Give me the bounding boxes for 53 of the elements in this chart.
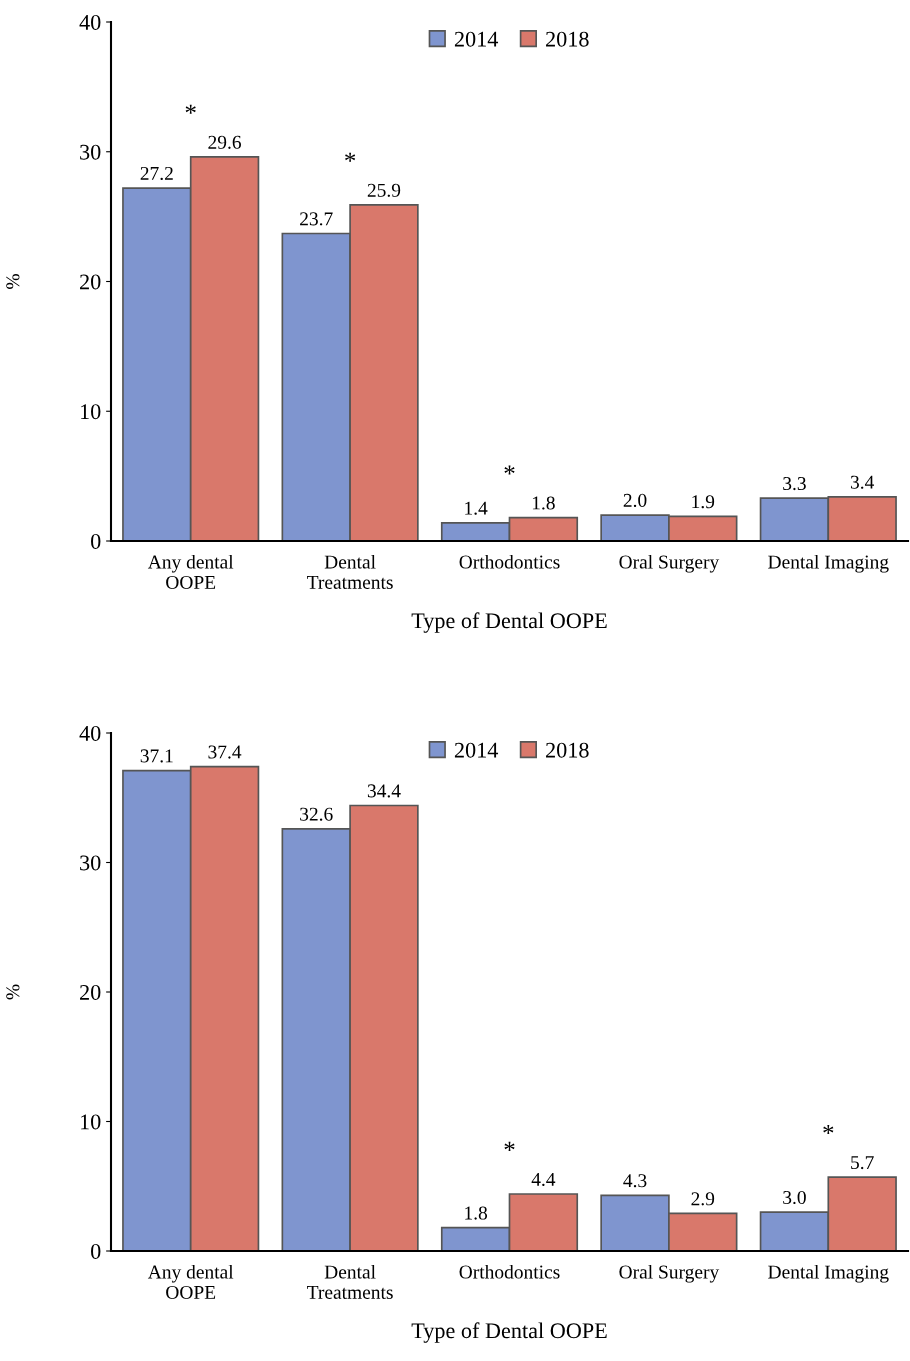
x-tick-label: Orthodontics: [459, 1264, 560, 1279]
legend-label: 2018: [546, 742, 589, 758]
data-label: 27.2: [140, 166, 173, 181]
annotation: *: [185, 104, 196, 114]
y-tick-label: 30: [80, 144, 101, 160]
data-label: 29.6: [208, 135, 242, 149]
data-label: 34.4: [367, 784, 401, 798]
y-tick-label: 10: [81, 404, 101, 420]
y-tick-label: 0: [91, 1243, 101, 1259]
y-tick-label: 40: [79, 725, 101, 741]
data-label: 4.3: [623, 1174, 647, 1188]
data-label: 1.9: [692, 495, 715, 509]
y-tick-label: 20: [80, 984, 101, 1000]
data-label: 2.0: [623, 493, 647, 508]
annotation: *: [504, 1141, 515, 1151]
x-tick-label: Oral Surgery: [619, 554, 720, 573]
data-label: 2.9: [691, 1192, 715, 1206]
data-label: 3.4: [850, 475, 875, 489]
legend-label: 2018: [546, 31, 589, 47]
x-tick-label: Dental Imaging: [768, 1264, 889, 1283]
y-tick-label: 20: [80, 274, 101, 290]
y-tick-label: 30: [80, 855, 101, 871]
data-label: 1.8: [465, 1206, 488, 1220]
data-label: 25.9: [367, 183, 401, 197]
y-tick-label: 40: [79, 14, 101, 30]
data-label: 1.4: [465, 501, 488, 515]
data-label: 32.6: [300, 807, 333, 821]
data-label: 5.7: [851, 1156, 874, 1170]
x-axis-title: Type of Dental OOPE: [411, 1322, 607, 1343]
y-tick-label: 10: [81, 1114, 101, 1130]
data-label: 37.1: [140, 749, 173, 763]
legend-label: 2014: [454, 31, 499, 47]
annotation: *: [504, 465, 515, 475]
data-label: 1.8: [532, 496, 555, 510]
y-axis-title: %: [6, 274, 20, 289]
annotation: *: [823, 1124, 834, 1135]
x-tick-label: Oral Surgery: [619, 1264, 720, 1283]
y-tick-label: 0: [91, 533, 101, 549]
x-tick-label: Dental Treatments: [307, 1264, 393, 1299]
y-axis-title: %: [6, 984, 20, 1000]
x-tick-label: Any dental OOPE: [147, 554, 234, 589]
data-label: 23.7: [300, 212, 333, 226]
data-label: 4.4: [531, 1172, 556, 1186]
data-label: 37.4: [208, 745, 242, 759]
annotation: *: [345, 152, 356, 162]
x-tick-label: Orthodontics: [459, 554, 560, 569]
x-tick-label: Dental Treatments: [307, 554, 393, 589]
x-tick-label: Any dental OOPE: [147, 1264, 234, 1299]
data-label: 3.0: [783, 1190, 806, 1205]
data-label: 3.3: [783, 477, 806, 491]
x-tick-label: Dental Imaging: [768, 554, 889, 573]
x-axis-title: Type of Dental OOPE: [411, 612, 607, 633]
legend-label: 2014: [454, 742, 499, 758]
